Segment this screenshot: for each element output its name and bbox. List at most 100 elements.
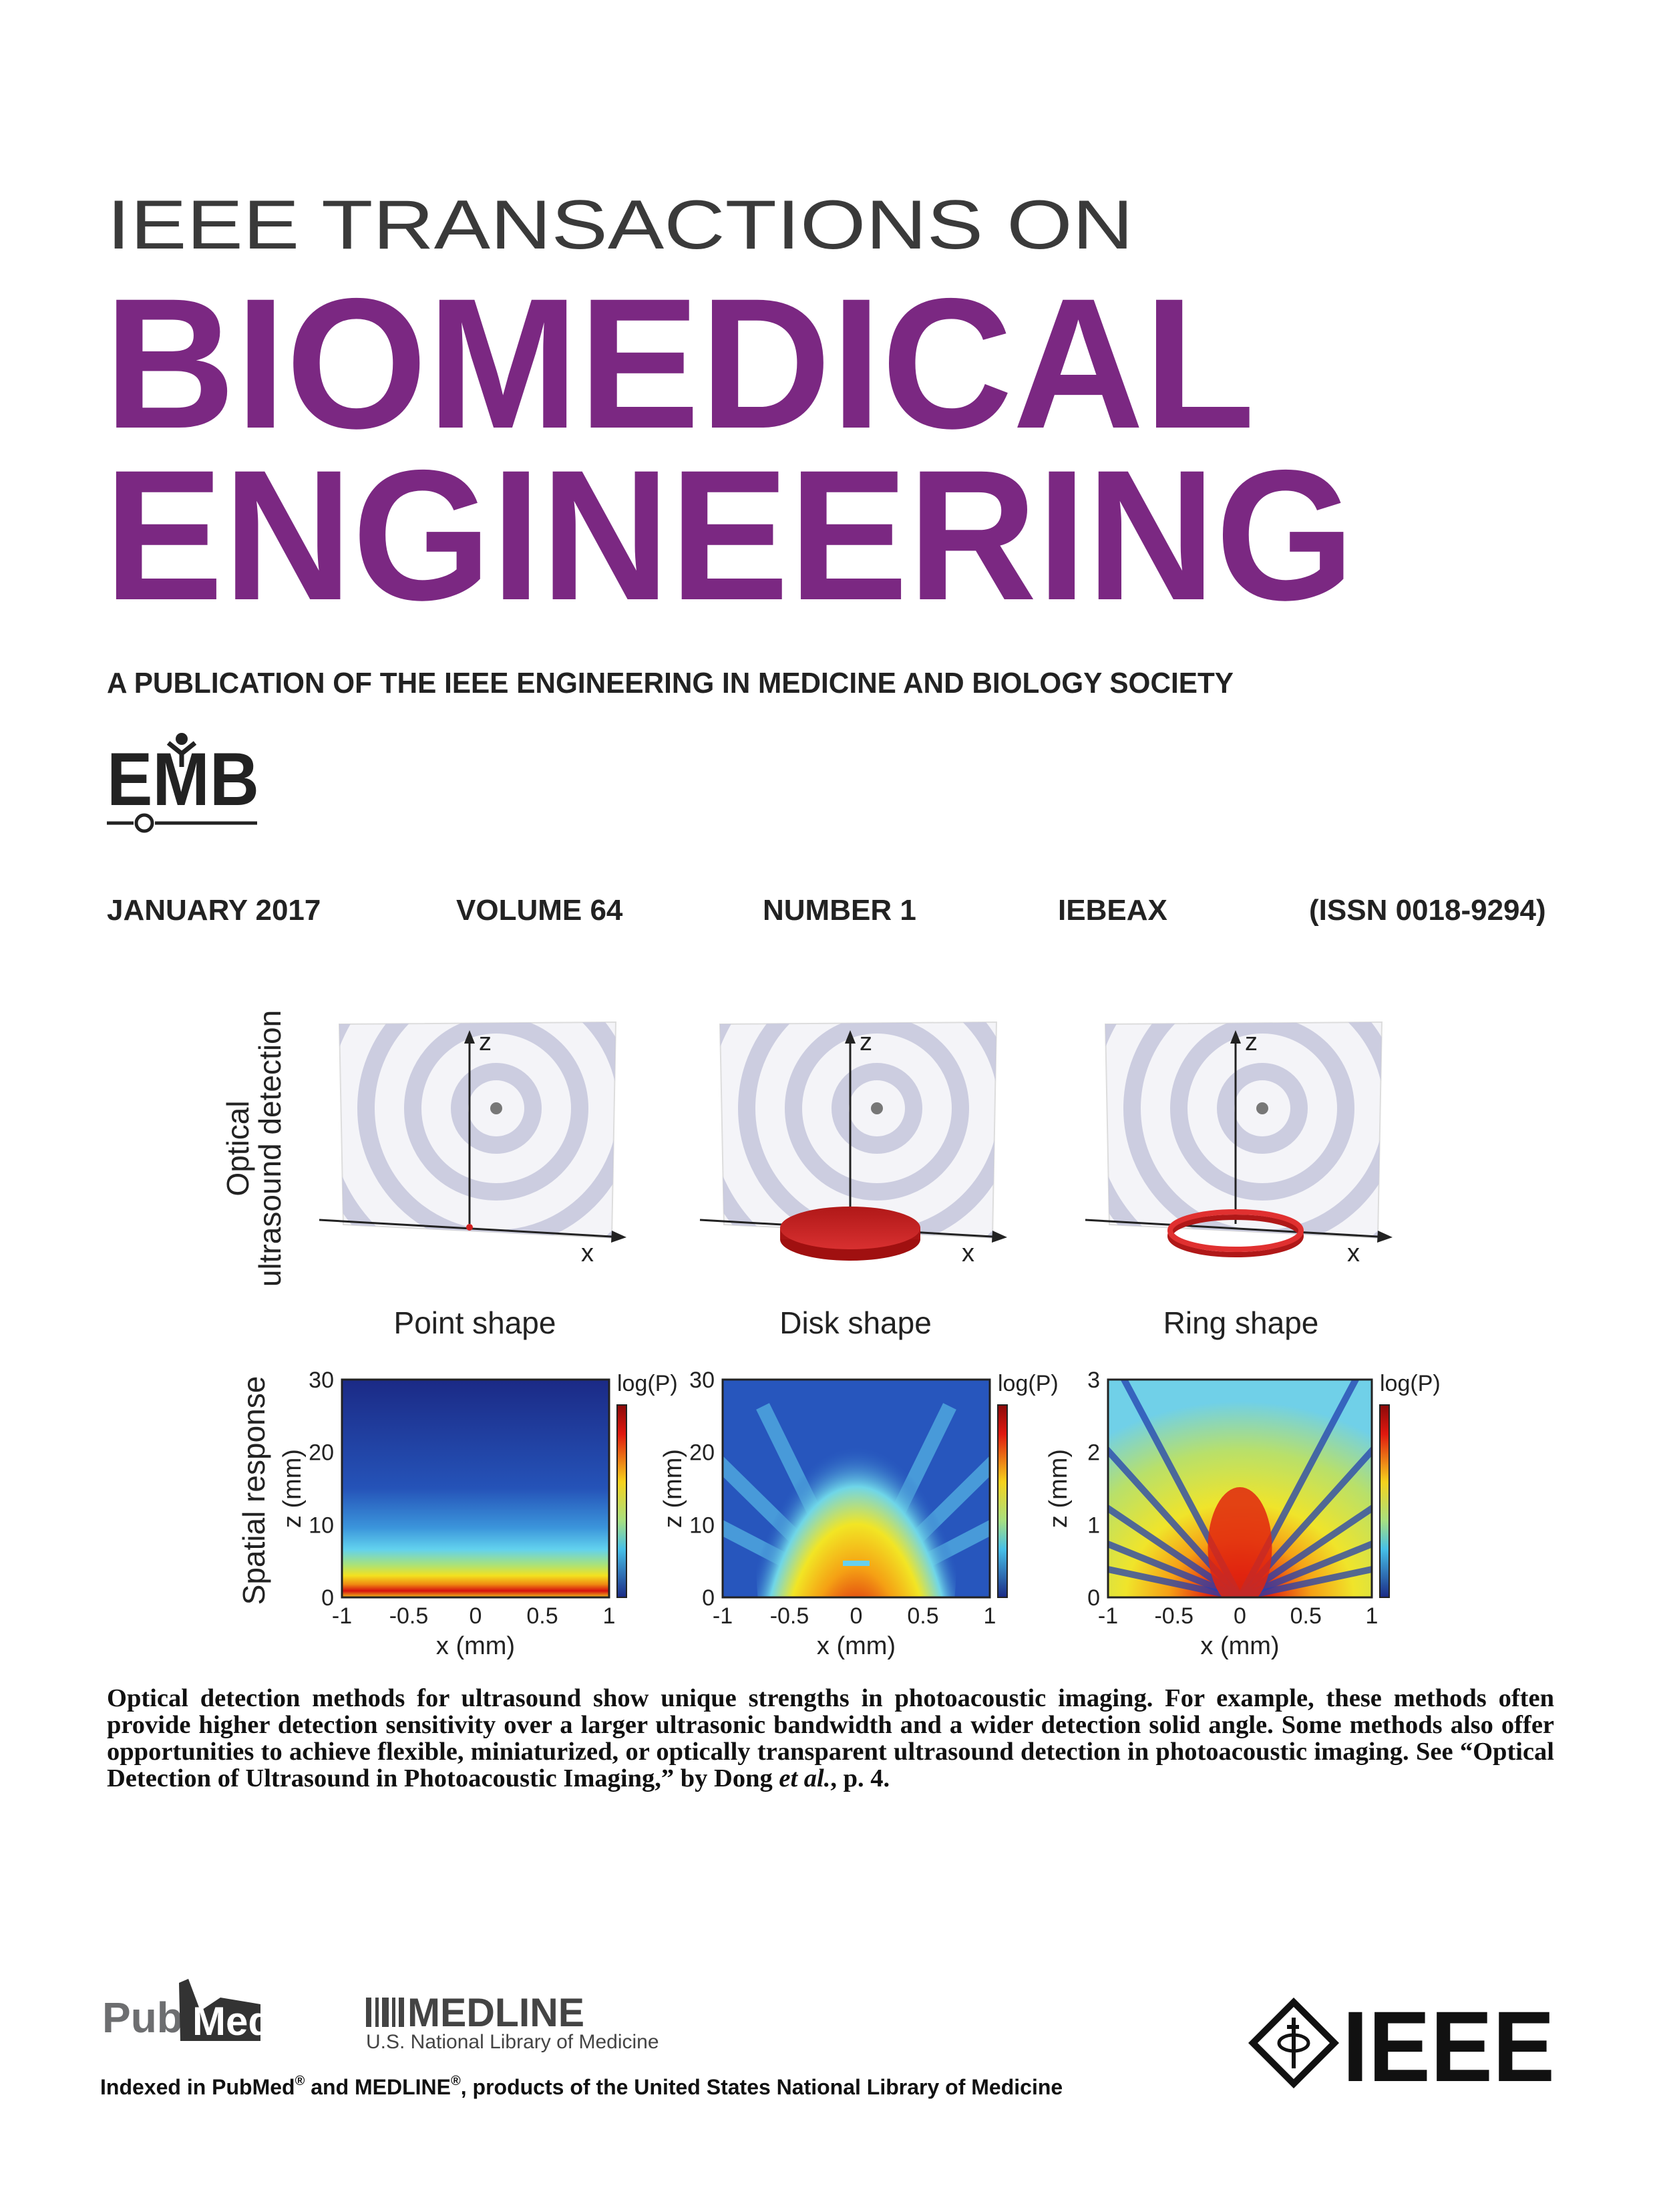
shape-label: Disk shape	[779, 1305, 932, 1340]
x-tick-label: -0.5	[770, 1603, 809, 1629]
x-tick-label: 0	[470, 1603, 482, 1629]
heatmap-frame	[341, 1378, 610, 1599]
wave-ring	[1170, 1022, 1354, 1201]
issue-volume: VOLUME 64	[456, 894, 623, 927]
note-sup: ®	[295, 2074, 305, 2088]
axis-letter: x	[962, 1239, 974, 1267]
medline-text: MEDLINE	[407, 1990, 584, 2035]
note-part: Indexed in PubMed	[100, 2075, 295, 2099]
x-tick-label: 1	[603, 1603, 616, 1629]
x-tick-label: 0	[1234, 1603, 1246, 1629]
wave-ring	[357, 1022, 616, 1238]
heatmap-null	[1108, 1540, 1242, 1597]
heatmap-frame	[1107, 1378, 1373, 1599]
y-axis-label: z (mm)	[279, 1449, 307, 1528]
journal-title: ENGINEERING	[104, 431, 1354, 639]
x-axis-label: x (mm)	[817, 1632, 896, 1660]
x-tick-label: 0.5	[526, 1603, 558, 1629]
y-axis-label: z (mm)	[1045, 1449, 1073, 1528]
colorbar	[997, 1404, 1008, 1598]
point-detector	[466, 1224, 473, 1231]
heatmap-null	[1108, 1504, 1242, 1597]
colorbar-label: log(P)	[1380, 1371, 1441, 1396]
z-arrow	[845, 1030, 856, 1044]
emb-figure-head	[176, 733, 188, 745]
x-tick-label: -0.5	[1154, 1603, 1193, 1629]
wave-ring	[404, 1022, 588, 1201]
x-tick-label: 1	[984, 1603, 996, 1629]
pubmed-logo: Pub Med	[102, 1979, 272, 2044]
x-tick-label: -1	[1098, 1603, 1118, 1629]
x-arrow	[1377, 1231, 1393, 1243]
z-tick-label: 30	[309, 1368, 334, 1393]
z-arrow	[464, 1030, 475, 1044]
series-line: IEEE TRANSACTIONS ON	[107, 186, 1133, 264]
axis-letter: z	[860, 1028, 872, 1056]
x-axis-label: x (mm)	[1200, 1632, 1279, 1660]
z-tick-label: 0	[321, 1585, 334, 1611]
axis-letter: x	[581, 1239, 594, 1267]
heatmap-field	[342, 1380, 609, 1597]
wave-rings	[339, 1022, 616, 1238]
caption-italic: et al.	[779, 1764, 831, 1792]
issue-number: NUMBER 1	[763, 894, 916, 927]
axis-letter: x	[1347, 1239, 1360, 1267]
pubmed-book	[179, 1979, 260, 2041]
issue-coden: IEBEAX	[1058, 894, 1167, 927]
issue-issn: (ISSN 0018-9294)	[1309, 894, 1546, 927]
colorbar	[1379, 1404, 1390, 1598]
heatmap-null	[1237, 1446, 1372, 1597]
ieee-text: IEEE	[1342, 1990, 1555, 2102]
journal-title: BIOMEDICAL	[104, 259, 1255, 467]
heatmap-null	[1238, 1504, 1372, 1597]
wave-ring	[785, 1022, 969, 1201]
publisher-line: A PUBLICATION OF THE IEEE ENGINEERING IN…	[107, 667, 1234, 699]
z-tick-label: 3	[1087, 1368, 1100, 1393]
note-part: , products of the United States National…	[461, 2075, 1063, 2099]
heatmap-beam	[756, 1380, 956, 1597]
x-axis	[1085, 1219, 1390, 1239]
wave-ring	[451, 1063, 542, 1154]
x-tick-label: 0	[850, 1603, 863, 1629]
cover-figure: Optical ultrasound detection Spatial res…	[220, 1010, 1441, 1660]
x-arrow	[611, 1231, 626, 1243]
wave-ring	[1217, 1063, 1308, 1154]
row-label: Spatial response	[236, 1376, 271, 1605]
z-tick-label: 20	[309, 1440, 334, 1466]
cover-caption: Optical detection methods for ultrasound…	[107, 1685, 1554, 1792]
source-dot	[871, 1102, 883, 1114]
z-arrow	[1230, 1030, 1241, 1044]
z-tick-label: 30	[689, 1368, 715, 1393]
emb-logo: EMB	[107, 733, 259, 833]
medline-sub: U.S. National Library of Medicine	[366, 2031, 659, 2053]
pubmed-pub: Pub	[102, 1994, 183, 2042]
z-tick-label: 10	[309, 1513, 334, 1538]
heatmap	[342, 1380, 609, 1597]
x-tick-label: 0.5	[1290, 1603, 1322, 1629]
emb-ring	[134, 813, 154, 833]
wave-rings	[720, 1022, 996, 1238]
note-part: and MEDLINE	[305, 2075, 451, 2099]
axis-letter: z	[1245, 1028, 1258, 1056]
heatmap-null	[1108, 1565, 1241, 1597]
z-tick-label: 1	[1087, 1513, 1100, 1538]
z-tick-label: 0	[1087, 1585, 1100, 1611]
heatmap	[723, 1380, 990, 1597]
row-label: Optical	[220, 1100, 255, 1196]
shape-label: Ring shape	[1163, 1305, 1319, 1340]
z-tick-label: 2	[1087, 1440, 1100, 1466]
colorbar-label: log(P)	[617, 1371, 678, 1396]
y-axis-label: z (mm)	[659, 1449, 687, 1528]
wave-ring	[738, 1022, 996, 1238]
ieee-arrow	[1287, 2018, 1299, 2068]
indexed-note: Indexed in PubMed® and MEDLINE®, product…	[100, 2074, 1063, 2099]
z-tick-label: 10	[689, 1513, 715, 1538]
issue-line: JANUARY 2017 VOLUME 64 NUMBER 1 IEBEAX (…	[107, 894, 1546, 927]
z-tick-label: 20	[689, 1440, 715, 1466]
heatmap-detail	[843, 1561, 870, 1566]
wave-rings	[1105, 1022, 1382, 1238]
